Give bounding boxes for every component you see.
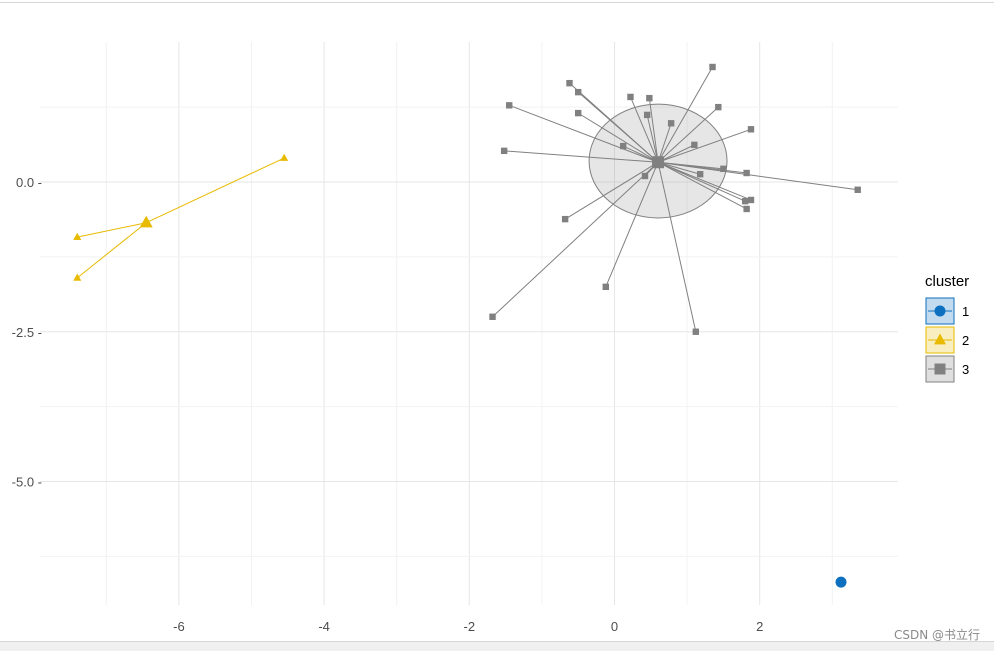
cluster-3-spoke (509, 104, 659, 163)
cluster-3-spoke (492, 161, 659, 318)
cluster-3-point (643, 111, 651, 119)
cluster-3-point (709, 63, 716, 71)
gridlines (40, 42, 898, 605)
y-tick-label: -2.5 - (12, 325, 42, 340)
cluster-3-point (602, 283, 609, 291)
cluster-3-point (743, 205, 750, 213)
legend-label-1: 1 (962, 304, 969, 319)
legend-key-3-marker (934, 363, 946, 375)
cluster-3-point (715, 103, 722, 111)
cluster-3-spoke (657, 66, 713, 163)
cluster-3-point (646, 94, 653, 102)
cluster-3-spoke (504, 150, 659, 163)
x-tick-label: -4 (318, 619, 330, 634)
legend-key-1-marker (934, 305, 946, 317)
cluster-3-point (627, 93, 634, 101)
cluster-3-point (620, 142, 627, 150)
cluster-3-spoke (657, 162, 697, 332)
cluster-3-point (691, 141, 698, 149)
cluster-3-spoke (564, 161, 659, 220)
axes: -6 -4 -2 0 2 0.0 - -2.5 - -5.0 - (12, 175, 764, 634)
cluster-3-spoke (657, 161, 746, 202)
window-bottom-bar (0, 641, 994, 651)
cluster-3-point (489, 313, 496, 320)
cluster-3-spoke (657, 161, 747, 210)
cluster-3-spoke (630, 96, 659, 163)
cluster-2-point (280, 153, 289, 161)
x-tick-label: 0 (611, 619, 618, 634)
centroid-spokes (76, 66, 858, 332)
cluster-3-point (743, 169, 750, 177)
cluster-1-centroid (835, 576, 847, 588)
data-points (73, 63, 861, 588)
cluster-3-point (641, 172, 649, 180)
y-tick-label: -5.0 - (12, 475, 42, 490)
x-tick-label: -6 (173, 619, 185, 634)
cluster-3-spoke (646, 114, 659, 163)
cluster-3-spoke (657, 128, 752, 163)
cluster-3-point (575, 88, 582, 96)
cluster-3-spoke (605, 162, 659, 288)
cluster-2-spoke (77, 222, 147, 238)
x-tick-label: -2 (464, 619, 476, 634)
cluster-3-point (561, 215, 569, 223)
cluster-3-spoke (657, 161, 701, 175)
legend-label-2: 2 (962, 333, 969, 348)
cluster-3-point (500, 147, 508, 155)
cluster-3-point (506, 102, 513, 109)
watermark-text: CSDN @书立行 (893, 628, 980, 642)
cluster-2-point (73, 232, 82, 240)
cluster-3-spoke (648, 98, 659, 163)
cluster-3-point (575, 109, 582, 117)
x-tick-label: 2 (756, 619, 763, 634)
cluster-2-spoke (146, 157, 285, 224)
cluster-2-centroid (139, 215, 153, 228)
cluster-3-point (696, 171, 704, 178)
cluster-3-spoke (657, 106, 719, 163)
cluster-3-point (692, 328, 700, 335)
legend: cluster 1 2 3 (925, 273, 969, 383)
cluster-3-point (747, 196, 755, 204)
legend-label-3: 3 (962, 362, 969, 377)
y-tick-label: 0.0 - (16, 175, 42, 190)
cluster-3-centroid (652, 156, 665, 169)
cluster-3-point (720, 165, 727, 173)
cluster-3-point (747, 126, 755, 133)
cluster-3-point (741, 197, 749, 205)
legend-title: cluster (925, 273, 969, 290)
cluster-3-spoke (657, 144, 695, 163)
cluster-3-point (566, 79, 573, 87)
cluster-3-spoke (577, 91, 659, 163)
cluster-3-spoke (657, 161, 752, 201)
cluster-2-spoke (76, 222, 147, 279)
cluster-3-spoke (577, 112, 659, 163)
legend-key-2-marker (934, 333, 946, 345)
cluster-2-point (73, 273, 82, 281)
cluster-3-spoke (657, 123, 672, 163)
window-top-divider (0, 2, 994, 3)
cluster-3-spoke (657, 161, 858, 191)
cluster-3-point (854, 186, 861, 193)
cluster-3-point (667, 120, 675, 127)
